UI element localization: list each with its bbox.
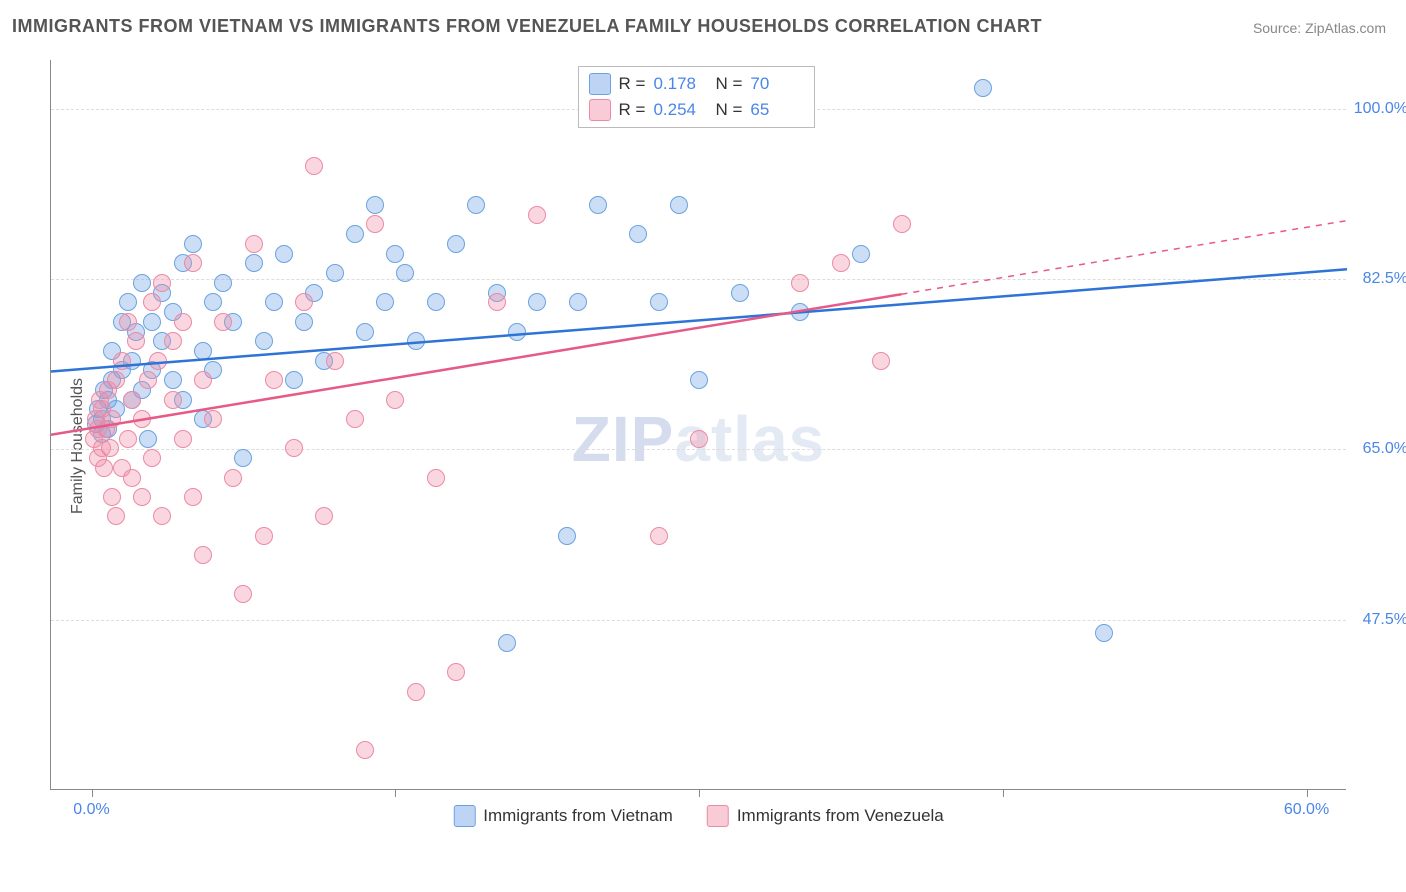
y-tick-label: 65.0% — [1352, 440, 1406, 458]
x-tick — [92, 789, 93, 797]
legend-label: Immigrants from Vietnam — [483, 806, 673, 826]
x-tick — [699, 789, 700, 797]
x-tick — [1003, 789, 1004, 797]
legend-swatch — [589, 99, 611, 121]
trend-lines — [51, 60, 1347, 790]
plot-area: ZIPatlas 47.5%65.0%82.5%100.0%0.0%60.0%R… — [50, 60, 1346, 790]
chart-title: IMMIGRANTS FROM VIETNAM VS IMMIGRANTS FR… — [12, 16, 1042, 37]
x-tick — [1307, 789, 1308, 797]
y-tick-label: 82.5% — [1352, 270, 1406, 288]
legend-swatch — [453, 805, 475, 827]
n-value: 65 — [750, 100, 804, 120]
n-label: N = — [715, 100, 742, 120]
source-attribution: Source: ZipAtlas.com — [1253, 20, 1386, 36]
y-tick-label: 100.0% — [1352, 100, 1406, 118]
r-label: R = — [619, 100, 646, 120]
legend-swatch — [589, 73, 611, 95]
legend-item: Immigrants from Vietnam — [453, 805, 673, 827]
legend-row: R = 0.254 N = 65 — [589, 97, 805, 123]
chart-container: IMMIGRANTS FROM VIETNAM VS IMMIGRANTS FR… — [0, 0, 1406, 892]
x-tick-label: 60.0% — [1284, 801, 1329, 819]
legend-row: R = 0.178 N = 70 — [589, 71, 805, 97]
legend-swatch — [707, 805, 729, 827]
n-label: N = — [715, 74, 742, 94]
r-label: R = — [619, 74, 646, 94]
n-value: 70 — [750, 74, 804, 94]
y-tick-label: 47.5% — [1352, 611, 1406, 629]
legend-item: Immigrants from Venezuela — [707, 805, 944, 827]
r-value: 0.178 — [653, 74, 707, 94]
correlation-legend: R = 0.178 N = 70 R = 0.254 N = 65 — [578, 66, 816, 128]
r-value: 0.254 — [653, 100, 707, 120]
series-legend: Immigrants from Vietnam Immigrants from V… — [453, 805, 944, 827]
x-tick-label: 0.0% — [73, 801, 109, 819]
x-tick — [395, 789, 396, 797]
legend-label: Immigrants from Venezuela — [737, 806, 944, 826]
